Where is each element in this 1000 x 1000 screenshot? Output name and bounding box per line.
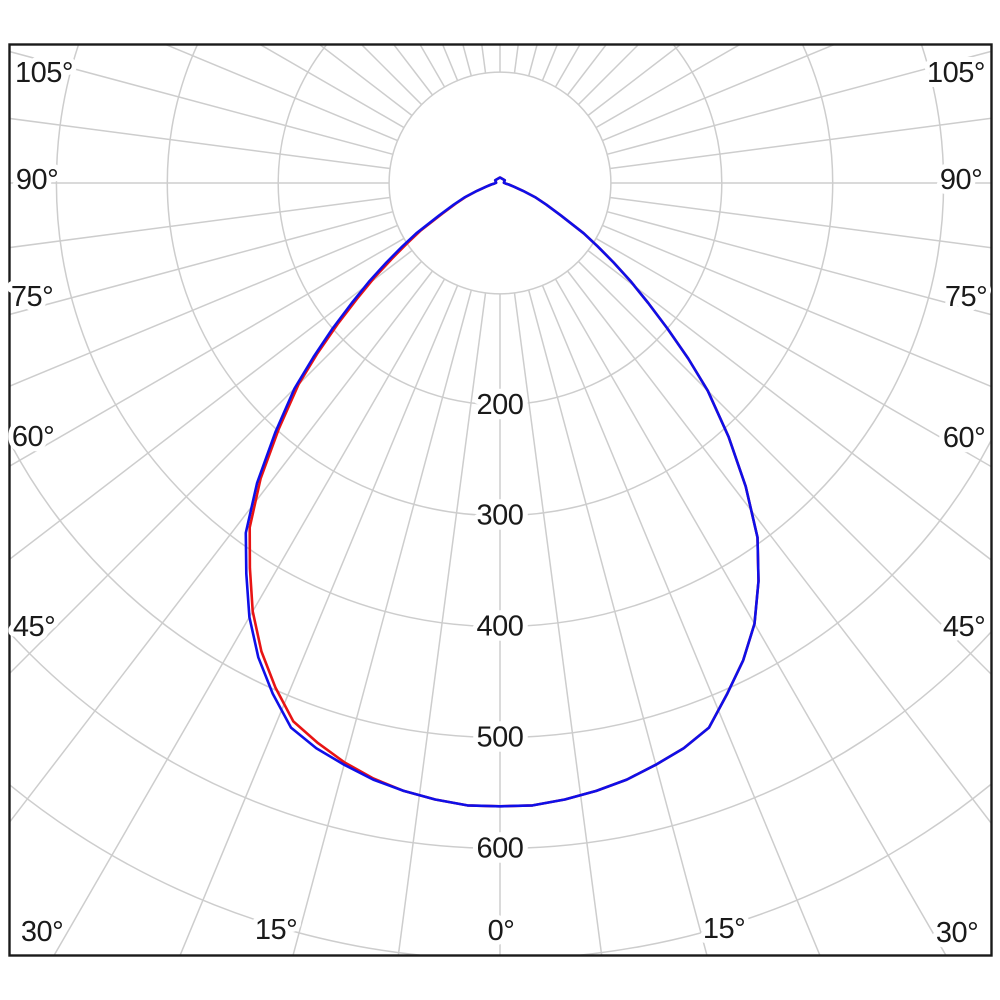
angle-gridline-ray [10,51,394,156]
angle-tick-label: 60° [943,422,985,454]
angle-gridline-ray [602,45,834,142]
angle-tick-label: 60° [12,421,54,453]
angle-gridline-ray [166,45,398,142]
angle-tick-label: 0° [488,915,515,947]
angle-gridline-ray [541,285,821,955]
radial-tick-label: 200 [477,389,524,421]
angle-gridline-ray [10,224,398,387]
radial-tick-label: 500 [477,722,524,754]
angle-tick-label: 45° [13,611,55,643]
angle-tick-label: 15° [255,914,297,946]
angle-gridline-ray [566,270,991,824]
radial-tick-label: 400 [477,611,524,643]
angle-gridline-ray [10,260,423,674]
angle-gridline-ray [606,210,991,316]
angle-gridline-ray [513,292,603,955]
angle-gridline-ray [10,196,391,249]
angle-gridline-ray [609,117,991,170]
angle-gridline-ray [10,249,413,560]
radial-tick-label: 600 [477,832,524,864]
angle-tick-label: 75° [945,281,987,313]
angle-tick-label: 15° [703,913,745,945]
angle-tick-label: 90° [940,164,982,196]
angle-gridline-ray [462,45,473,77]
angle-gridline-ray [602,224,991,387]
angle-gridline-ray [554,278,947,955]
radial-tick-label: 300 [477,500,524,532]
angle-gridline-ray [10,117,391,170]
blue-plane-curve [244,176,760,808]
angle-tick-label: 45° [943,611,985,643]
angle-tick-label: 90° [16,164,58,196]
angle-tick-label: 30° [936,917,978,949]
angle-gridline-ray [595,237,991,468]
angle-gridline-ray [577,260,991,675]
angle-gridline-ray [397,292,487,955]
angle-gridline-ray [10,237,405,467]
angle-gridline-ray [606,50,991,156]
angle-gridline-ray [179,285,459,955]
angle-gridline-ray [527,289,708,955]
red-plane-curve [248,176,760,808]
angle-gridline-ray [481,45,487,74]
angle-tick-label: 105° [927,57,985,89]
angle-gridline-ray [609,196,991,249]
angle-gridline-ray [527,45,538,77]
angle-tick-label: 105° [15,57,73,89]
angle-gridline-ray [587,249,991,561]
angle-gridline-ray [292,289,473,955]
angle-gridline-ray [53,278,446,955]
angle-tick-label: 75° [11,281,53,313]
angle-gridline-ray [10,270,434,823]
angle-gridline-ray [513,45,519,74]
plot-border [8,43,993,957]
angle-gridline-ray [10,210,394,315]
radial-gridline-circle [388,71,612,295]
angle-tick-label: 30° [21,916,63,948]
